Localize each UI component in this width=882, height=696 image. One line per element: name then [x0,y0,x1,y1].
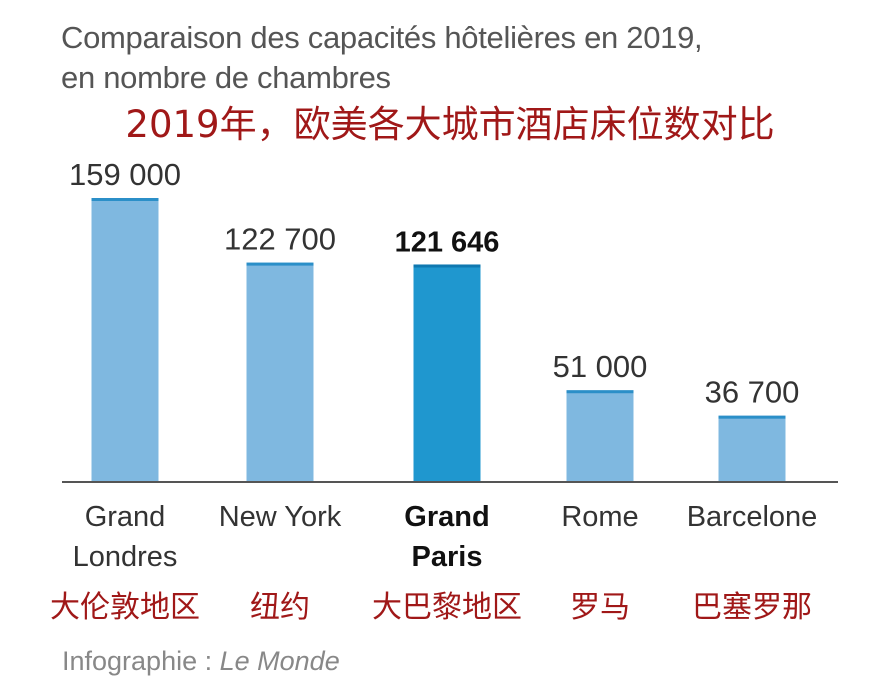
bar-value-label: 121 646 [395,226,500,258]
category-label: New York [219,501,342,533]
translated-category-label: 罗马 [570,590,630,625]
translated-category-label: 大巴黎地区 [372,590,522,625]
bar-top-line [246,262,314,266]
chart-title: Comparaison des capacités hôtelières en … [61,20,703,55]
translated-category-label: 纽约 [250,590,310,625]
chinese-annotation-title: 2019年，欧美各大城市酒店床位数对比 [125,103,775,146]
bar-top-line [718,415,786,419]
source-publication: Le Monde [219,646,340,676]
bar-value-label: 159 000 [69,157,181,192]
bar-top-line [91,198,159,201]
category-label: Barcelone [687,501,818,533]
source-credit: Infographie : Le Monde [62,646,340,677]
chart-subtitle: en nombre de chambres [61,60,391,95]
bar [566,390,634,481]
bar-top-line [566,390,634,394]
bar-top-line [413,264,481,268]
bar-value-label: 36 700 [705,375,800,410]
bar [413,264,481,481]
translated-category-label: 巴塞罗那 [692,590,812,625]
category-label: Paris [412,541,483,573]
category-label: Grand [85,501,166,533]
bar-value-label: 51 000 [553,349,648,384]
source-prefix: Infographie : [62,646,220,676]
bar [91,198,159,481]
bar-value-label: 122 700 [224,222,336,257]
category-label: Londres [73,541,178,573]
category-label: Rome [561,501,638,533]
category-label: Grand [404,501,489,533]
bar [718,415,786,481]
translated-category-label: 大伦敦地区 [50,590,200,625]
bar [246,262,314,481]
